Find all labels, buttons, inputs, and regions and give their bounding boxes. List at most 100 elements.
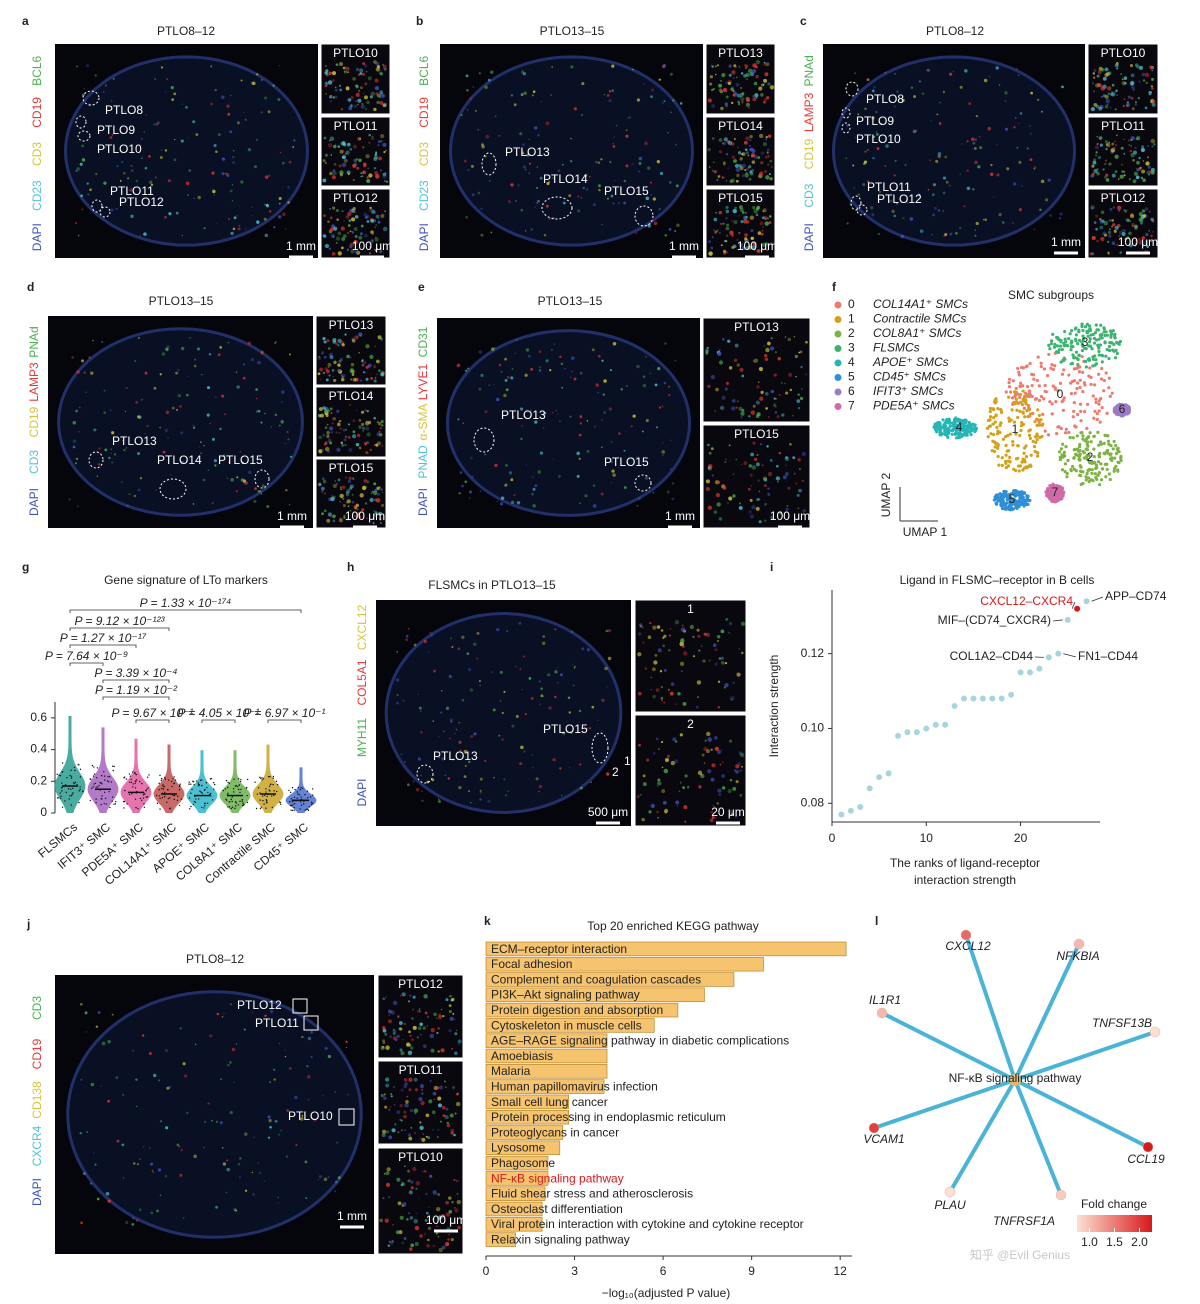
umap-cell	[993, 420, 997, 424]
fluorescence-dot	[717, 351, 722, 357]
fluorescence-dot	[161, 352, 166, 356]
umap-cell	[1087, 467, 1092, 472]
fluorescence-dot	[373, 513, 378, 517]
fluorescence-dot	[937, 152, 942, 156]
fluorescence-dot	[730, 220, 733, 223]
fluorescence-dot	[537, 133, 540, 137]
fluorescence-dot	[727, 167, 729, 170]
fluorescence-dot	[564, 367, 566, 370]
fluorescence-dot	[1123, 138, 1125, 141]
fluorescence-dot	[799, 396, 804, 401]
fluorescence-dot	[501, 711, 504, 715]
fluorescence-dot	[332, 144, 337, 149]
fluorescence-dot	[1090, 206, 1094, 210]
violin	[153, 744, 185, 813]
fluorescence-dot	[711, 763, 716, 768]
fluorescence-dot	[522, 165, 527, 169]
fluorescence-dot	[1092, 160, 1097, 165]
fluorescence-dot	[910, 86, 914, 89]
umap-cell	[1027, 389, 1032, 393]
fluorescence-dot	[732, 494, 736, 498]
fluorescence-dot	[461, 698, 465, 702]
fluorescence-dot	[211, 171, 215, 175]
umap-cell	[1097, 471, 1102, 475]
fluorescence-dot	[974, 160, 978, 165]
fluorescence-dot	[789, 388, 793, 392]
umap-cell	[1033, 397, 1038, 401]
fluorescence-dot	[1128, 178, 1131, 181]
fluorescence-dot	[333, 1190, 336, 1193]
fluorescence-dot	[758, 171, 764, 176]
jitter-dot	[103, 775, 106, 777]
fluorescence-dot	[597, 391, 600, 394]
fluorescence-dot	[793, 472, 796, 475]
fluorescence-dot	[760, 151, 765, 155]
fluorescence-dot	[738, 232, 740, 234]
fluorescence-dot	[396, 1110, 401, 1115]
fluorescence-dot	[468, 790, 470, 792]
fluorescence-dot	[332, 514, 336, 519]
fluorescence-dot	[605, 630, 608, 633]
umap-cell	[1069, 348, 1073, 352]
fluorescence-dot	[735, 764, 740, 769]
fluorescence-dot	[382, 174, 387, 179]
jitter-dot	[197, 782, 200, 784]
jitter-dot	[201, 784, 203, 787]
jitter-dot	[310, 801, 313, 803]
panel-title: PTLO8–12	[157, 24, 215, 38]
fluorescence-dot	[423, 994, 428, 999]
umap-cell	[1104, 475, 1108, 479]
umap-cell	[1107, 356, 1111, 361]
fluorescence-dot	[370, 230, 374, 234]
fluorescence-dot	[404, 760, 406, 763]
fluorescence-dot	[735, 769, 739, 774]
fluorescence-dot	[451, 999, 454, 1002]
fluorescence-dot	[427, 1226, 432, 1230]
umap-cell	[1057, 450, 1062, 454]
fluorescence-dot	[339, 173, 343, 177]
fluorescence-dot	[421, 790, 423, 792]
fluorescence-dot	[968, 102, 972, 105]
fluorescence-dot	[857, 113, 860, 116]
fluorescence-dot	[735, 167, 741, 173]
umap-cell	[1097, 346, 1101, 350]
jitter-dot	[276, 784, 279, 786]
fluorescence-dot	[1102, 76, 1107, 81]
fluorescence-dot	[240, 180, 244, 184]
fluorescence-dot	[355, 250, 361, 255]
jitter-dot	[298, 794, 300, 796]
cluster-label: 1	[1012, 422, 1019, 436]
fluorescence-dot	[672, 737, 677, 742]
jitter-dot	[163, 795, 166, 798]
fluorescence-dot	[765, 62, 770, 67]
fluorescence-dot	[734, 206, 737, 210]
fluorescence-dot	[354, 234, 358, 238]
fluorescence-dot	[226, 1167, 230, 1172]
edge	[1013, 1079, 1063, 1196]
fluorescence-dot	[568, 194, 572, 198]
jitter-dot	[302, 787, 304, 790]
umap-cell	[993, 398, 997, 402]
point	[1045, 654, 1052, 661]
fluorescence-dot	[328, 71, 332, 75]
fluorescence-dot	[358, 89, 360, 92]
fluorescence-dot	[496, 500, 498, 503]
umap-cell	[988, 406, 993, 411]
fluorescence-dot	[420, 1088, 424, 1092]
fluorescence-dot	[570, 376, 572, 379]
fluorescence-dot	[327, 409, 330, 412]
fluorescence-dot	[638, 632, 642, 636]
fluorescence-dot	[341, 141, 346, 146]
jitter-dot	[195, 780, 198, 782]
fluorescence-dot	[1137, 96, 1141, 100]
umap-cell	[999, 410, 1004, 414]
fluorescence-dot	[337, 478, 341, 482]
fluorescence-dot	[1141, 145, 1145, 149]
panel-letter: i	[770, 560, 773, 574]
fluorescence-dot	[479, 798, 482, 801]
fluorescence-dot	[450, 637, 452, 640]
jitter-dot	[188, 781, 190, 783]
fluorescence-dot	[176, 1143, 180, 1147]
fluorescence-dot	[364, 215, 369, 219]
fluorescence-dot	[845, 157, 847, 160]
